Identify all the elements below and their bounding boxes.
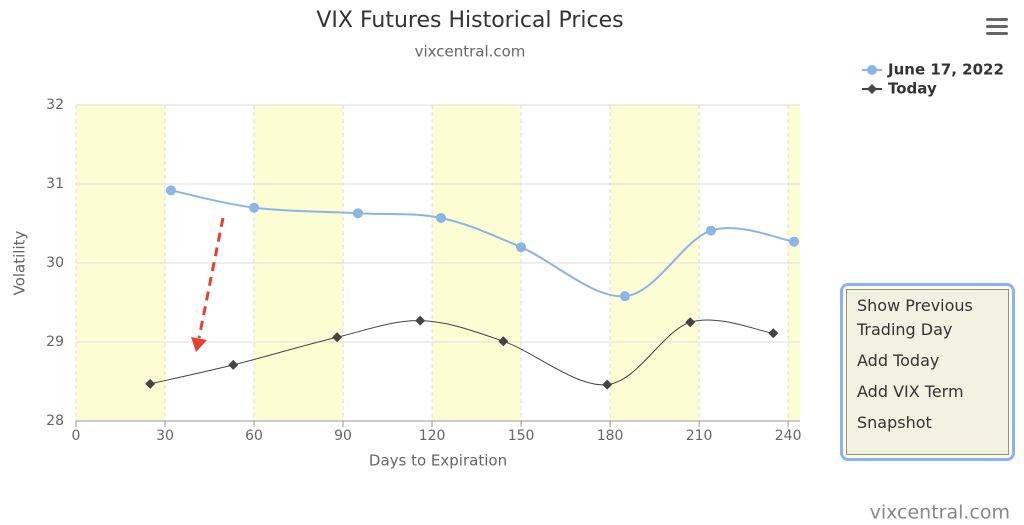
point — [165, 185, 176, 196]
y-tick-label: 28 — [46, 413, 64, 429]
series-line — [170, 189, 795, 298]
series-line — [150, 319, 774, 386]
menu-icon-bar[interactable] — [986, 18, 1008, 21]
point — [768, 328, 779, 339]
x-tick-label: 240 — [775, 428, 802, 444]
legend-marker — [867, 65, 877, 75]
menu-item[interactable]: Add Today — [857, 351, 940, 370]
x-tick-label: 60 — [245, 428, 263, 444]
point — [685, 317, 696, 328]
context-menu: Show Previous Trading Day Add Today Add VI… — [840, 283, 1015, 461]
point — [145, 378, 156, 389]
x-tick-label: 150 — [508, 428, 535, 444]
y-tick-label: 32 — [46, 97, 64, 113]
point — [332, 332, 343, 343]
point — [352, 208, 363, 219]
point — [228, 359, 239, 370]
menu-item[interactable]: Show Previous Trading Day — [857, 296, 973, 339]
menu-icon-bar[interactable] — [986, 25, 1008, 28]
point — [516, 242, 527, 253]
menu-icon-bar[interactable] — [986, 32, 1008, 35]
legend-label: June 17, 2022 — [887, 61, 1004, 79]
y-tick-label: 30 — [46, 255, 64, 271]
x-tick-label: 210 — [686, 428, 713, 444]
legend-label: Today — [888, 80, 937, 98]
point — [619, 291, 630, 302]
chart-subtitle: vixcentral.com — [415, 43, 526, 61]
x-tick-label: 0 — [72, 428, 81, 444]
legend-marker — [867, 84, 877, 94]
x-tick-label: 90 — [334, 428, 352, 444]
point — [705, 225, 716, 236]
menu-button[interactable] — [986, 18, 1008, 35]
chart-title: VIX Futures Historical Prices — [316, 8, 623, 33]
point — [498, 336, 509, 347]
x-tick-label: 180 — [597, 428, 624, 444]
point — [789, 236, 800, 247]
point — [415, 315, 426, 326]
point — [602, 379, 613, 390]
menu-panel: Show Previous Trading Day Add Today Add VI… — [846, 289, 1009, 455]
y-tick-label: 31 — [46, 176, 64, 192]
annotation-arrow — [197, 217, 225, 339]
point — [249, 202, 260, 213]
annotation-arrowhead — [191, 337, 207, 352]
x-tick-label: 30 — [156, 428, 174, 444]
x-tick-label: 120 — [419, 428, 446, 444]
credit: vixcentral.com — [870, 502, 1010, 524]
menu-item[interactable]: Snapshot — [857, 413, 932, 432]
x-axis-label: Days to Expiration — [369, 452, 507, 470]
y-tick-label: 29 — [46, 334, 64, 350]
menu-item[interactable]: Add VIX Term — [857, 382, 964, 401]
point — [435, 212, 446, 223]
y-axis-label: Volatility — [11, 230, 29, 295]
